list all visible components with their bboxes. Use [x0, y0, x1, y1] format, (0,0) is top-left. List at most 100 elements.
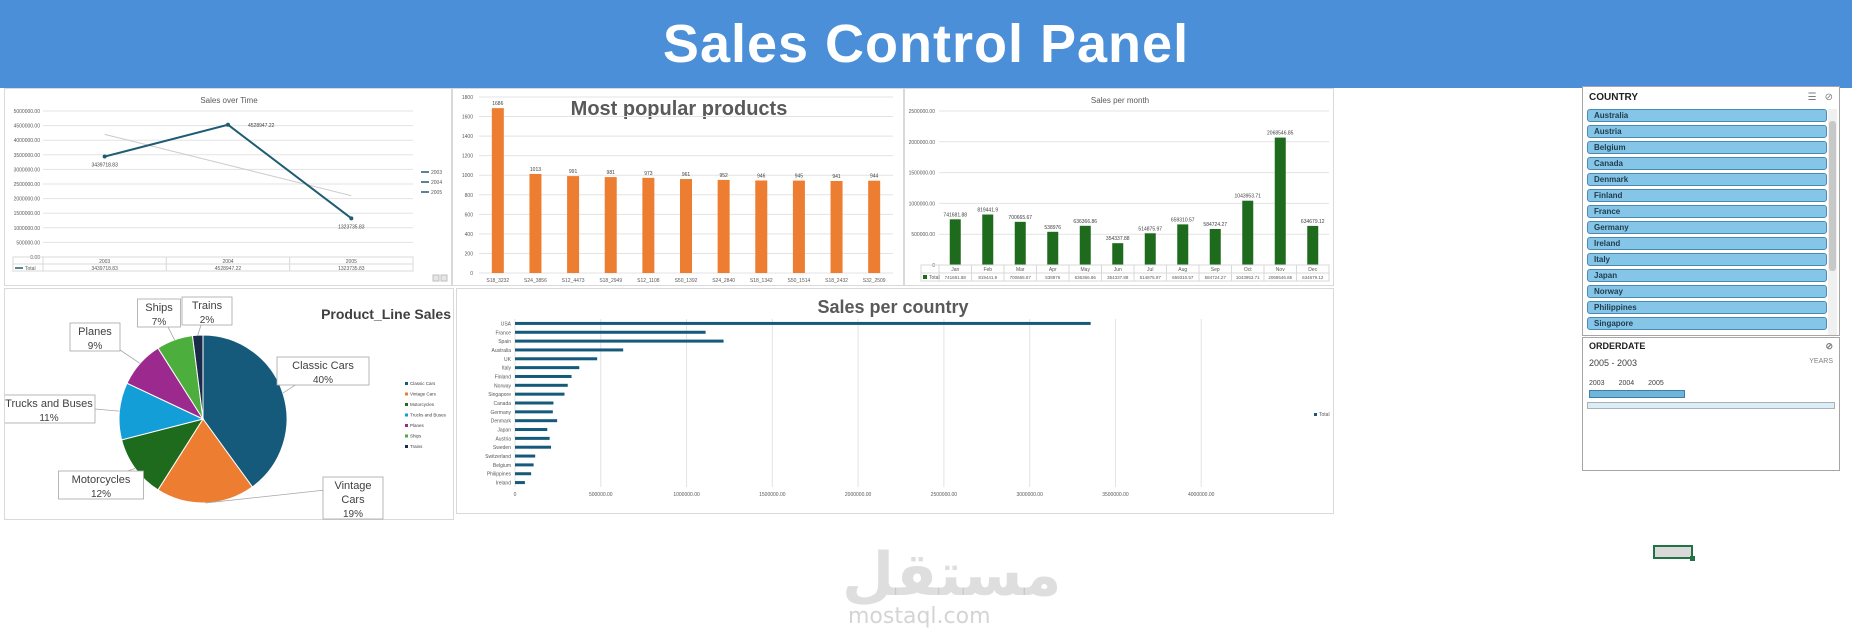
field-button-icon: [432, 274, 440, 282]
y-tick-label: 1000000.00: [909, 201, 936, 207]
legend-key: [405, 434, 408, 438]
table-value: 1043953.71: [1236, 275, 1260, 280]
chart-title: Sales per month: [1091, 96, 1149, 105]
x-tick-label: S12_4473: [562, 278, 585, 284]
bar: [1242, 200, 1254, 265]
slicer-item[interactable]: Singapore: [1587, 317, 1827, 330]
slicer-item[interactable]: Finland: [1587, 189, 1827, 202]
data-label: 973: [644, 171, 653, 177]
multi-select-icon[interactable]: ☰: [1807, 91, 1817, 103]
data-label: 700665.67: [1008, 215, 1032, 221]
y-tick-label: 3000000.00: [14, 167, 41, 173]
bar: [830, 180, 843, 273]
bar: [604, 177, 617, 273]
data-label: 514875.97: [1138, 226, 1162, 232]
legend-key: [405, 413, 408, 417]
x-tick-label: 2004: [222, 259, 233, 265]
slicer-item[interactable]: Austria: [1587, 125, 1827, 138]
slicer-item[interactable]: Germany: [1587, 221, 1827, 234]
legend-label: Planes: [410, 423, 425, 428]
slicer-scrollbar[interactable]: [1828, 109, 1837, 335]
y-tick-label: 1000000.00: [14, 226, 41, 232]
slicer-item[interactable]: Italy: [1587, 253, 1827, 266]
table-value: 1323735.83: [338, 266, 365, 272]
data-label: 741681.88: [943, 212, 967, 218]
bar: [1014, 221, 1026, 265]
sales-over-time-chart[interactable]: Sales over Time 0.00 500000.00 1000000.00 15…: [4, 88, 452, 286]
bar: [680, 179, 692, 273]
bar: [515, 330, 706, 334]
y-tick-label: 0: [470, 271, 473, 277]
y-tick-label: 600: [465, 212, 474, 218]
y-tick-label: Spain: [498, 339, 511, 345]
slicer-item[interactable]: France: [1587, 205, 1827, 218]
sales-per-month-chart[interactable]: Sales per month 0 500000.00 1000000.00 15000…: [904, 88, 1334, 286]
slicer-item[interactable]: Norway: [1587, 285, 1827, 298]
slicer-item[interactable]: Japan: [1587, 269, 1827, 282]
country-slicer[interactable]: COUNTRY ☰ ⊘ Australia Austria Belgium Canad…: [1582, 86, 1840, 336]
x-tick-label: Mar: [1016, 267, 1025, 273]
table-value: 819441.9: [978, 275, 997, 280]
sales-per-country-chart[interactable]: Sales per country 0 500000.00 1000000.00 150…: [456, 288, 1334, 514]
bar: [755, 180, 768, 273]
timeline-selection-bar[interactable]: [1589, 390, 1685, 398]
x-tick-label: Oct: [1244, 267, 1252, 273]
y-tick-label: France: [495, 330, 511, 336]
data-point: [102, 154, 107, 159]
timeline-year[interactable]: 2005: [1648, 380, 1664, 387]
y-tick-label: 1600: [462, 115, 473, 121]
clear-filter-icon[interactable]: ⊘: [1825, 340, 1833, 351]
bar: [515, 472, 532, 476]
bar: [515, 348, 624, 352]
slicer-item[interactable]: Canada: [1587, 157, 1827, 170]
timeline-unit[interactable]: YEARS: [1809, 358, 1833, 365]
slice-name-label: Classic Cars: [292, 360, 354, 372]
bar: [515, 374, 572, 378]
slice-name-label: Ships: [145, 302, 173, 314]
clear-filter-icon[interactable]: ⊘: [1824, 91, 1833, 103]
data-label: 1686: [492, 101, 503, 107]
legend-label: Motorcycles: [410, 402, 435, 407]
y-tick-label: Norway: [494, 383, 511, 389]
slicer-item[interactable]: Philippines: [1587, 301, 1827, 314]
data-label: 3439718.83: [91, 163, 118, 169]
x-tick-label: Jul: [1147, 267, 1153, 273]
timeline-year[interactable]: 2003: [1589, 380, 1605, 387]
table-legend-key: [923, 275, 927, 279]
y-tick-label: Germany: [490, 410, 511, 416]
legend-label: Trains: [410, 444, 423, 449]
data-label: 1013: [530, 167, 541, 173]
table-row-label: Total: [25, 266, 36, 272]
data-point: [349, 216, 354, 221]
data-label: 2068546.85: [1267, 131, 1294, 137]
x-tick-label: 4000000.00: [1188, 492, 1215, 498]
data-label: 1043953.71: [1235, 194, 1262, 200]
data-label: 636366.86: [1073, 219, 1097, 225]
product-line-sales-chart[interactable]: Product_Line Sales Classic Cars 40% Vintage…: [4, 288, 454, 520]
orderdate-timeline[interactable]: ORDERDATE ⊘ 2005 - 2003 YEARS 2003 2004 …: [1582, 337, 1840, 471]
popular-products-chart[interactable]: Most popular products 0 200 400 600 800 1000 12…: [452, 88, 904, 286]
legend-label: Ships: [410, 434, 422, 439]
x-tick-label: Aug: [1178, 267, 1187, 273]
slicer-item[interactable]: Belgium: [1587, 141, 1827, 154]
y-tick-label: 2000000.00: [909, 140, 936, 146]
y-tick-label: 2500000.00: [14, 182, 41, 188]
bar: [515, 445, 552, 449]
table-value: 354337.88: [1107, 275, 1129, 280]
timeline-scrollbar[interactable]: [1587, 402, 1835, 409]
data-callout: [69, 322, 121, 352]
legend-label: Classic Cars: [410, 381, 436, 386]
legend-label: Trucks and Buses: [410, 413, 447, 418]
selected-cell[interactable]: [1653, 545, 1695, 561]
timeline-year[interactable]: 2004: [1618, 380, 1635, 387]
slicer-item[interactable]: Ireland: [1587, 237, 1827, 250]
x-tick-label: 1500000.00: [759, 492, 786, 498]
slicer-item[interactable]: Denmark: [1587, 173, 1827, 186]
y-tick-label: 4500000.00: [14, 124, 41, 130]
x-tick-label: May: [1081, 267, 1091, 273]
chart-title: Product_Line Sales: [321, 306, 451, 322]
y-tick-label: Austria: [495, 436, 511, 442]
y-tick-label: 5000000.00: [14, 109, 41, 115]
bar: [515, 383, 568, 387]
slicer-item[interactable]: Australia: [1587, 109, 1827, 122]
